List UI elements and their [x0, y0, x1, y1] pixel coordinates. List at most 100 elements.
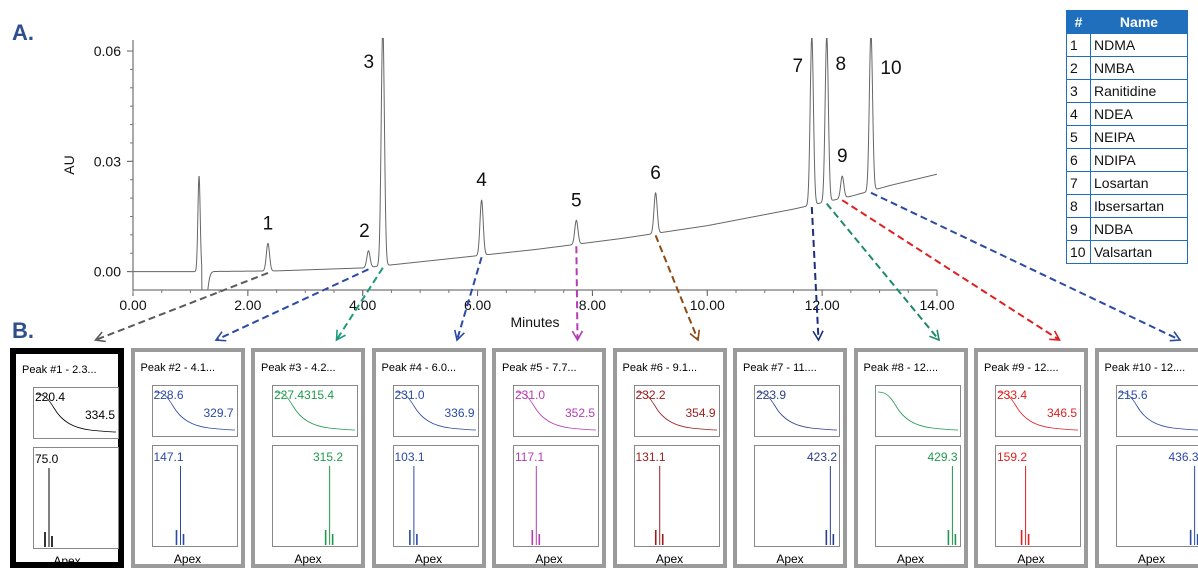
mass-spectrum-box: 117.1: [513, 445, 599, 547]
x-tick-label: 12.00: [805, 297, 840, 313]
mass-peak-label: 315.2: [313, 450, 343, 464]
mass-peak-label: 103.1: [395, 450, 425, 464]
legend-name: NDMA: [1091, 34, 1188, 57]
uv-secondary-label: 329.7: [203, 406, 233, 420]
y-tick-label: 0.03: [94, 153, 121, 169]
legend-name: Losartan: [1091, 172, 1188, 195]
y-tick-label: 0.06: [94, 43, 121, 59]
x-tick-label: 14.00: [919, 297, 954, 313]
uv-spectrum-box: [875, 385, 961, 437]
apex-label: Apex: [978, 552, 1084, 566]
peak-panel-title: Peak #7 - 11....: [743, 362, 843, 374]
peak-label-10: 10: [880, 58, 901, 79]
legend-name: NMBA: [1091, 57, 1188, 80]
mass-spectrum-box: 423.2: [754, 445, 840, 547]
y-tick-label: 0.00: [94, 264, 121, 280]
uv-spectrum-box: 223.9: [754, 385, 840, 437]
mass-peak-label: 147.1: [154, 450, 184, 464]
apex-label: Apex: [617, 552, 723, 566]
peak-label-4: 4: [476, 170, 487, 191]
peak-panel-title: Peak #5 - 7.7...: [502, 362, 602, 374]
x-tick-label: 0.00: [119, 297, 146, 313]
legend-num: 1: [1067, 34, 1091, 57]
legend-num: 3: [1067, 80, 1091, 103]
peak-link-arrow: [827, 204, 939, 340]
peak-label-3: 3: [364, 52, 375, 73]
mass-peak-label: 117.1: [515, 450, 544, 464]
legend-name: Ranitidine: [1091, 80, 1188, 103]
peak-label-5: 5: [571, 190, 582, 211]
uv-max-label: 232.2: [636, 388, 666, 402]
legend-header-num: #: [1067, 11, 1091, 34]
peak-link-arrow: [842, 200, 1059, 340]
apex-label: Apex: [1099, 552, 1198, 566]
uv-spectrum-box: 232.2 354.9: [634, 385, 720, 437]
uv-secondary-label: 352.5: [565, 406, 595, 420]
legend-num: 7: [1067, 172, 1091, 195]
legend-name: NEIPA: [1091, 126, 1188, 149]
legend-name: NDEA: [1091, 103, 1188, 126]
peak-label-9: 9: [837, 146, 848, 167]
peak-panel[interactable]: Peak #7 - 11.... 223.9 423.2 Apex: [733, 348, 847, 568]
apex-label: Apex: [255, 552, 361, 566]
legend-num: 8: [1067, 195, 1091, 218]
apex-label: Apex: [376, 552, 482, 566]
mass-peak-label: 429.3: [927, 450, 957, 464]
apex-label: Apex: [737, 552, 843, 566]
legend-name: Valsartan: [1091, 241, 1188, 264]
peak-link-arrow: [576, 246, 577, 340]
uv-secondary-label: 334.5: [85, 408, 115, 422]
apex-label: Apex: [496, 552, 602, 566]
mass-peak-label: 423.2: [807, 450, 837, 464]
mass-spectrum-box: 315.2: [272, 445, 358, 547]
legend-header-name: Name: [1091, 11, 1188, 34]
peak-panel-title: Peak #4 - 6.0...: [382, 362, 482, 374]
mass-spectrum-box: 159.2: [995, 445, 1081, 547]
legend-num: 9: [1067, 218, 1091, 241]
uv-max-label: 220.4: [35, 390, 65, 404]
x-tick-label: 8.00: [579, 297, 606, 313]
peak-label-6: 6: [650, 163, 661, 184]
uv-curve: [878, 392, 958, 430]
peak-label-8: 8: [835, 54, 846, 75]
uv-spectrum-curve: [876, 386, 960, 436]
peak-panel-title: Peak #8 - 12....: [864, 362, 964, 374]
peak-panel[interactable]: Peak #8 - 12.... 429.3 Apex: [854, 348, 968, 568]
uv-secondary-label: 336.9: [444, 406, 474, 420]
mass-spectrum-box: 75.0: [33, 447, 119, 549]
mass-spectrum-box: 436.3: [1116, 445, 1198, 547]
peak-label-7: 7: [793, 56, 804, 77]
apex-label: Apex: [858, 552, 964, 566]
mass-spectrum-box: 103.1: [393, 445, 479, 547]
peak-panel-title: Peak #1 - 2.3...: [22, 364, 122, 376]
x-tick-label: 10.00: [690, 297, 725, 313]
uv-secondary-label: 354.9: [685, 406, 715, 420]
uv-max-label: 223.9: [756, 388, 786, 402]
legend-name: Ibsersartan: [1091, 195, 1188, 218]
legend-name: NDBA: [1091, 218, 1188, 241]
legend-num: 2: [1067, 57, 1091, 80]
mass-peak-label: 159.2: [997, 450, 1027, 464]
peak-link-arrow: [656, 235, 698, 340]
legend-num: 10: [1067, 241, 1091, 264]
